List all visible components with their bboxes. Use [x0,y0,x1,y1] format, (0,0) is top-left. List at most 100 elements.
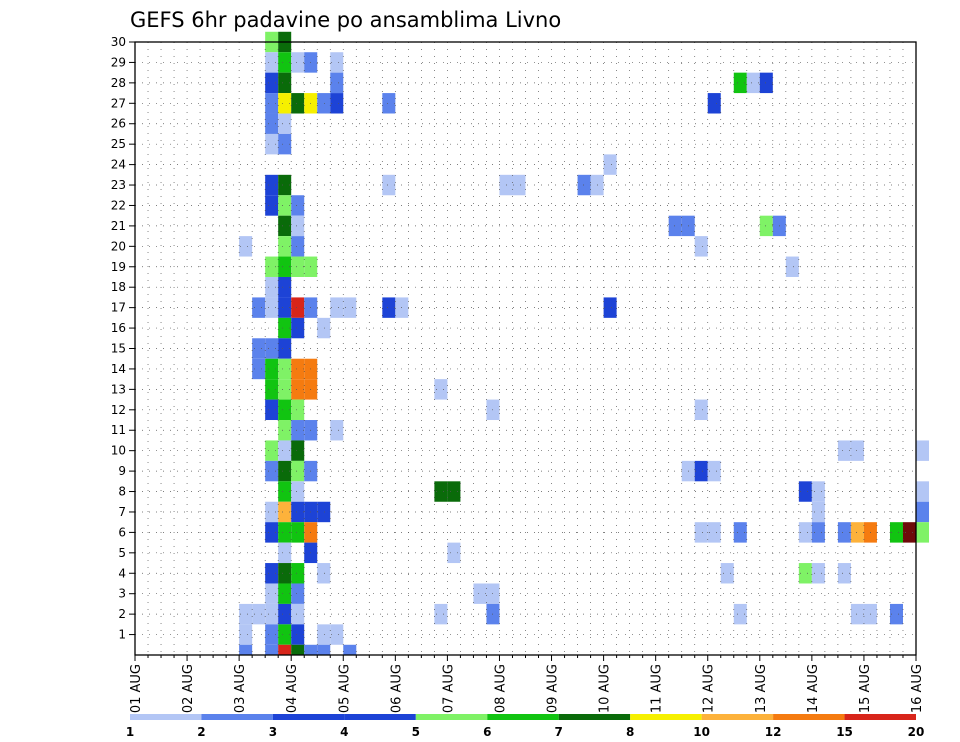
legend-swatch [558,714,631,720]
precip-cell [278,542,292,564]
precip-cell [291,297,305,318]
legend-label: 1 [126,725,134,739]
x-tick-label: 12 AUG [702,664,717,713]
precip-cell [278,358,292,380]
precip-cell [291,93,305,114]
legend-label: 15 [836,725,853,739]
y-tick-label: 21 [111,219,126,233]
precip-cell [291,481,305,502]
y-tick-label: 29 [111,55,126,69]
x-tick-label: 02 AUG [181,664,196,713]
precip-cell [733,522,747,543]
precip-cell [265,72,279,94]
y-tick-label: 5 [118,546,126,560]
precip-cell [291,317,305,339]
precip-cell [837,522,851,543]
precip-cell [278,522,292,543]
y-tick-label: 22 [111,198,126,212]
precip-cell [473,583,487,604]
precip-cell [694,236,708,257]
y-tick-label: 3 [118,587,126,601]
precip-cell [837,563,851,584]
precip-cell [265,113,279,134]
precip-cell [278,338,292,359]
y-tick-label: 8 [118,485,126,499]
precip-cell [278,297,292,318]
x-tick-label: 01 AUG [129,664,144,713]
y-tick-label: 23 [111,178,126,192]
precip-cell [382,297,396,318]
precip-cell [512,174,526,196]
legend-label: 2 [197,725,205,739]
legend-label: 6 [483,725,491,739]
legend-swatch [630,714,702,720]
y-axis: 1234567891011121314151617181920212223242… [111,35,135,642]
precip-cell [330,297,344,318]
legend-swatch [415,714,488,720]
precip-cell [707,522,721,543]
precip-cell [811,563,825,584]
x-tick-label: 15 AUG [858,664,873,713]
y-tick-label: 27 [111,96,126,110]
precip-cell [278,236,292,257]
x-tick-label: 06 AUG [389,664,404,713]
precip-cell [291,583,305,604]
y-tick-label: 10 [111,444,126,458]
precip-cell [317,644,331,655]
precip-cell [330,93,344,114]
precip-cell [330,52,344,73]
precip-cell [603,154,617,175]
precip-cell [278,501,292,523]
precip-cell [916,501,930,523]
precip-cell [317,93,331,114]
precip-cell [265,501,279,523]
precip-cell [278,72,292,94]
precip-cell [733,72,747,94]
legend-label: 7 [555,725,563,739]
y-tick-label: 25 [111,137,126,151]
precip-cell [278,481,292,502]
x-tick-label: 16 AUG [910,664,925,713]
precip-cell [837,440,851,461]
precip-cell [317,624,331,645]
precip-cell [850,603,864,625]
precip-cell [447,542,461,564]
precip-cell [278,563,292,584]
y-tick-label: 13 [111,382,126,396]
y-tick-label: 17 [111,301,126,315]
precip-cell [291,522,305,543]
precip-cell [434,379,448,400]
precip-cell [239,644,253,655]
precip-cell [291,215,305,237]
legend-swatch [130,714,202,720]
precip-cell [694,522,708,543]
precip-cell [434,603,448,625]
precip-cell [785,256,799,277]
legend: 1 2 3 4 5 6 7 8 10 12 15 20 [126,714,924,739]
precip-cell [668,215,682,237]
precip-cell [291,440,305,461]
precip-cell [330,72,344,94]
chart-title: GEFS 6hr padavine po ansamblima Livno [130,8,561,32]
precip-cell [252,338,266,359]
y-tick-label: 18 [111,280,126,294]
precip-cell [265,644,279,655]
precip-cell [746,72,760,94]
legend-swatch [344,714,416,720]
precip-cell [733,603,747,625]
legend-label: 12 [765,725,782,739]
precip-cell [291,256,305,277]
precip-cell [304,644,318,655]
y-tick-label: 9 [118,464,126,478]
precip-cell [291,399,305,421]
precip-cell [382,93,396,114]
precip-cell [291,644,305,655]
precip-cell [434,481,448,502]
precip-cell [291,379,305,400]
precip-cell [694,399,708,421]
precip-cell [330,624,344,645]
x-tick-label: 10 AUG [598,664,613,713]
precip-cell [278,133,292,155]
x-tick-label: 05 AUG [337,664,352,713]
